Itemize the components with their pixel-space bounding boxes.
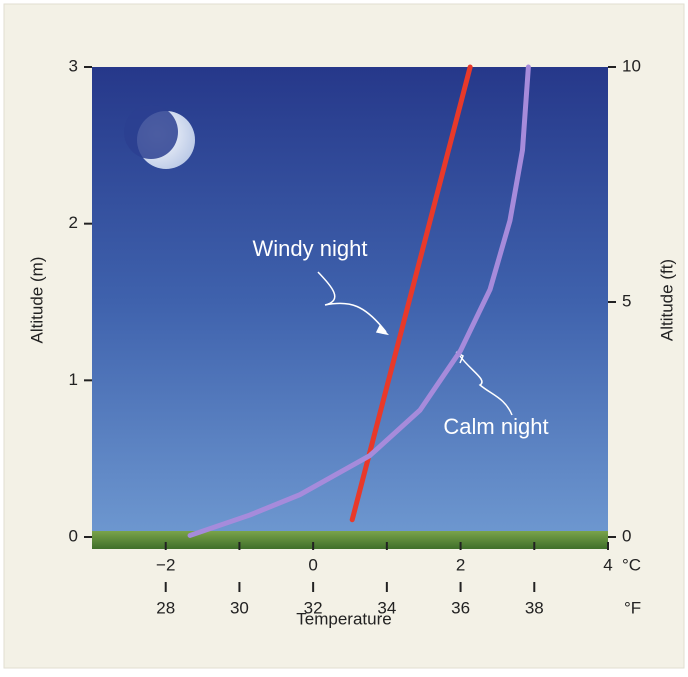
moon [124,105,195,169]
y2-tick-label: 10 [622,56,641,75]
series-line [349,64,473,523]
x-axis-title: Temperature [296,609,391,628]
x-tick-label: −2 [156,555,175,574]
series-line [187,64,531,538]
y-tick-label: 0 [69,526,78,545]
y-tick-label: 3 [69,56,78,75]
y-tick-label: 1 [69,370,78,389]
y2-tick-label: 5 [622,291,631,310]
x2-tick-label: 32 [304,598,323,617]
y-tick-label: 2 [69,213,78,232]
y-axis-title: Altitude (m) [27,257,46,344]
y2-axis-title: Altitude (ft) [657,259,676,341]
calm-label: Calm night [443,414,548,439]
x2-tick-label: 36 [451,598,470,617]
x-tick-label: 2 [456,555,465,574]
x2-tick-label: 28 [156,598,175,617]
x2-tick-label: 34 [377,598,396,617]
x-tick-label: 0 [308,555,317,574]
x-tick-label: 4 [603,555,612,574]
x2-tick-label: 30 [230,598,249,617]
grass [92,531,608,549]
y2-tick-label: 0 [622,526,631,545]
x-unit: °C [622,555,641,574]
x2-unit: °F [624,598,641,617]
windy-label: Windy night [253,236,368,261]
annotation-arrows [317,271,513,416]
x2-tick-label: 38 [525,598,544,617]
